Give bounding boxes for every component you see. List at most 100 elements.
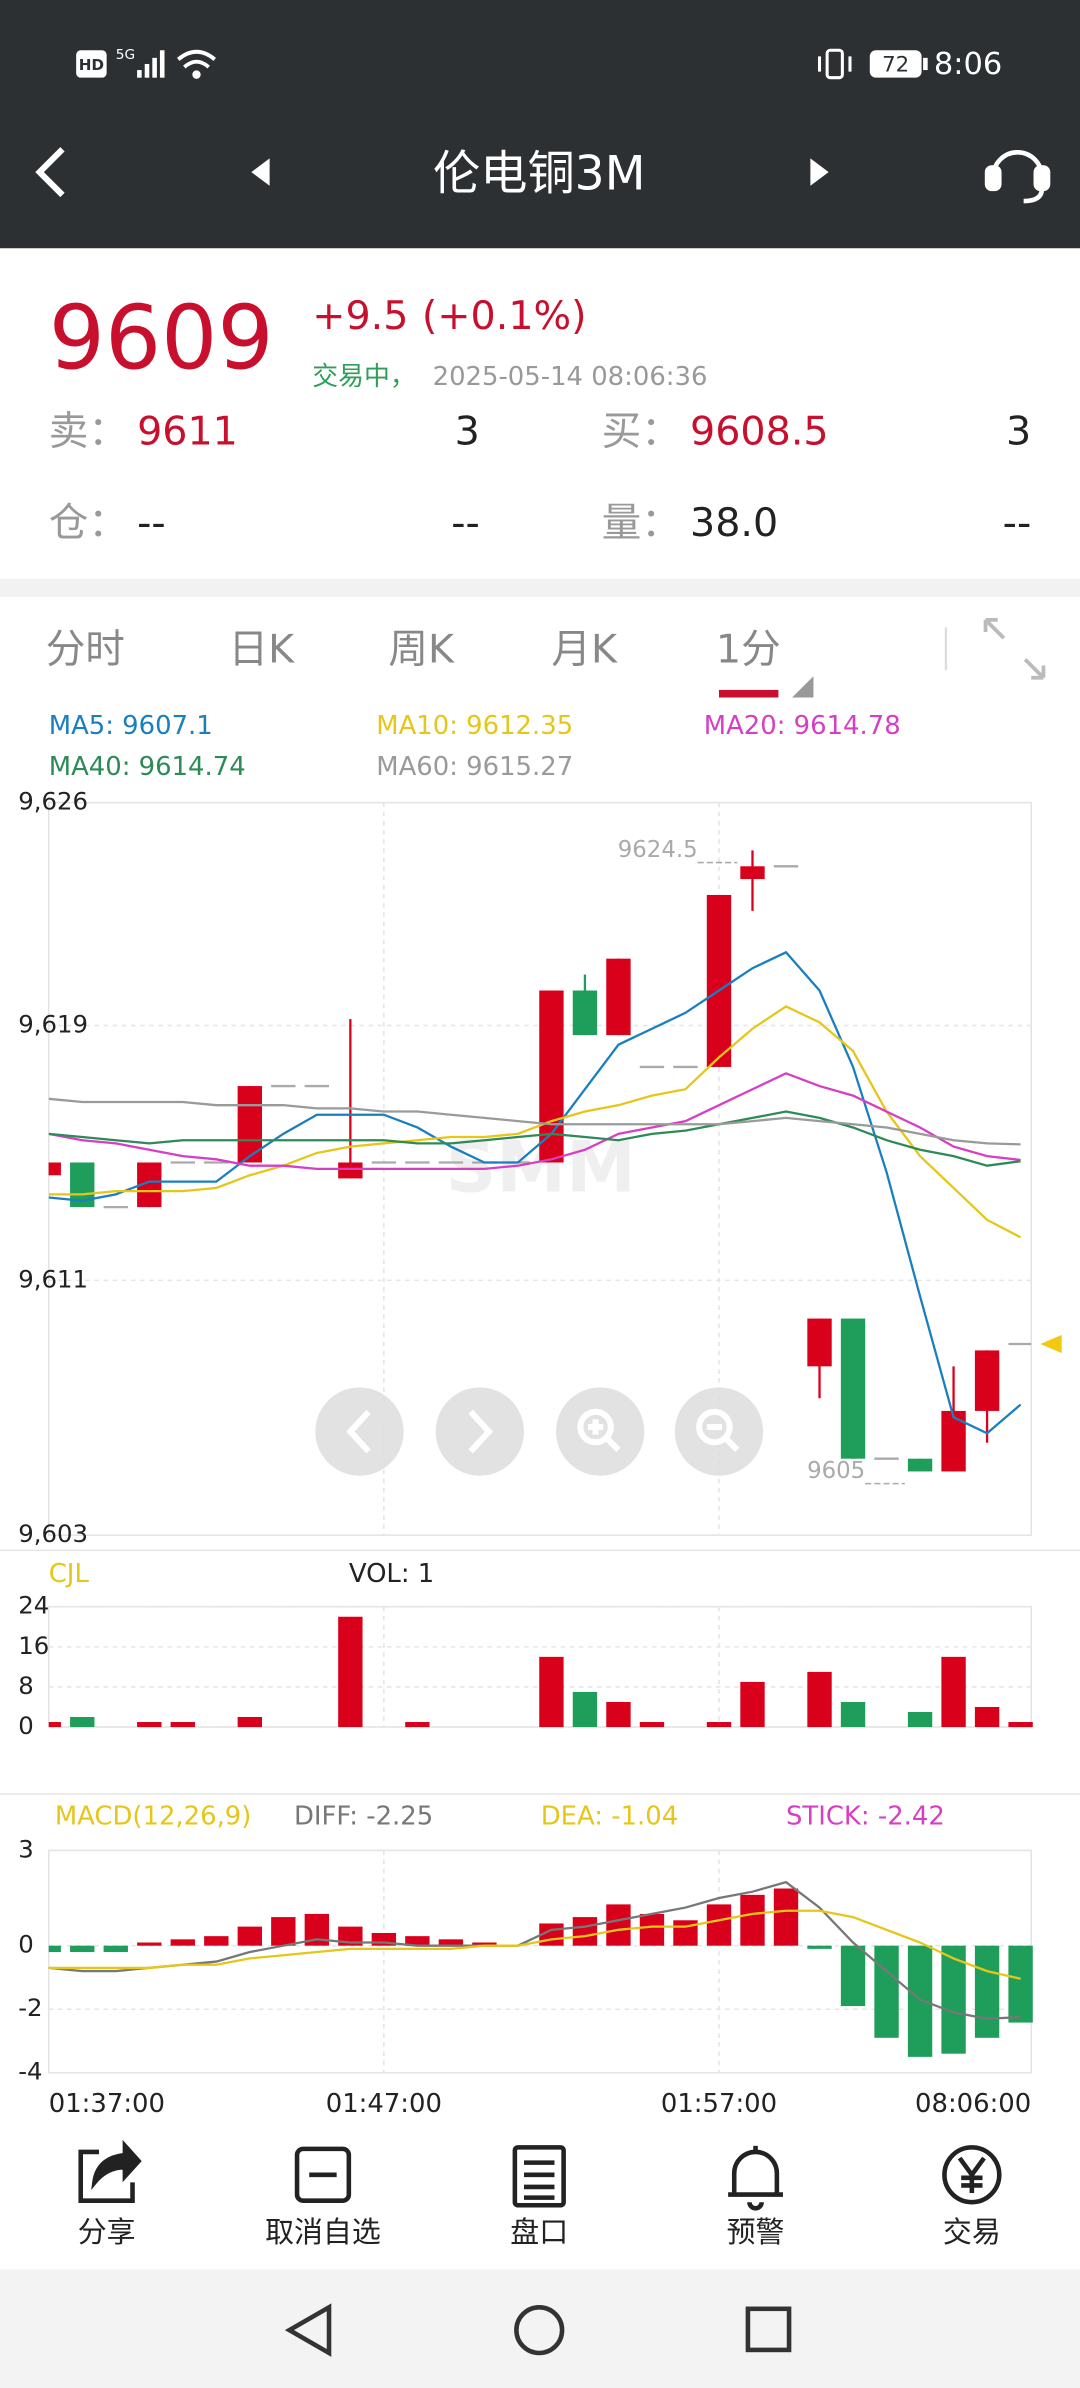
toolbar-label[interactable]: 分享 — [78, 2215, 136, 2249]
sell-qty: 3 — [455, 409, 480, 455]
volume-bar — [338, 1616, 363, 1728]
hd-badge — [76, 50, 107, 78]
candle-body — [807, 1318, 832, 1367]
plot-frame — [47, 801, 1033, 1536]
service-button[interactable] — [984, 150, 1051, 204]
macd-line — [48, 1909, 1021, 1980]
position-value: -- — [137, 500, 166, 546]
current-price-marker — [1040, 1334, 1062, 1354]
candle-body — [974, 1350, 1000, 1411]
volume-bar — [974, 1706, 1000, 1728]
legend-entry: STICK: -2.42 — [786, 1801, 945, 1831]
panel-value: VOL: 1 — [349, 1559, 434, 1589]
back-button[interactable] — [35, 147, 65, 198]
volume-bar — [137, 1722, 162, 1728]
macd-bar — [840, 1945, 866, 2007]
x-tick-label: 01:37:00 — [49, 2089, 165, 2119]
macd-bar — [137, 1942, 162, 1946]
candle-body — [572, 990, 598, 1036]
volume-bar — [606, 1701, 631, 1728]
macd-bar — [1008, 1945, 1033, 2023]
candle-body — [706, 894, 732, 1067]
system-nav — [0, 2269, 1080, 2388]
tab[interactable]: 月K — [551, 626, 618, 672]
y-tick-label: 9,603 — [18, 1519, 88, 1548]
legend-entry: MA10: 9612.35 — [376, 711, 573, 741]
toolbar-label[interactable]: 取消自选 — [265, 2215, 381, 2249]
macd-bar — [237, 1926, 263, 1946]
candle-body — [539, 990, 564, 1163]
y-tick-label: 3 — [18, 1834, 34, 1863]
system-nav-icons[interactable] — [284, 2303, 792, 2357]
toolbar-label[interactable]: 预警 — [727, 2215, 785, 2249]
x-tick-label: 08:06:00 — [915, 2089, 1031, 2119]
macd-bar — [773, 1888, 799, 1946]
ma-line — [48, 1110, 1021, 1167]
fullscreen-button[interactable] — [983, 617, 1046, 680]
macd-bar — [874, 1945, 899, 2038]
tab[interactable]: 日K — [228, 626, 295, 672]
zoom-out-button[interactable] — [674, 1387, 764, 1476]
panel-title: CJL — [49, 1559, 90, 1589]
candles — [48, 850, 1032, 1472]
legend-entry: DIFF: -2.25 — [294, 1801, 433, 1831]
y-tick-label: 0 — [18, 1930, 34, 1959]
macd-bar — [807, 1945, 832, 1949]
clock: 8:06 — [934, 47, 1002, 82]
buy-price: 9608.5 — [690, 409, 829, 455]
y-tick-label: 9,626 — [18, 787, 88, 816]
y-tick-label: 16 — [18, 1631, 49, 1660]
volume-bar — [907, 1711, 933, 1728]
macd-bar — [941, 1945, 966, 2054]
ma-line — [48, 1097, 1021, 1146]
y-tick-label: 8 — [18, 1671, 34, 1700]
zoom-in-button[interactable] — [555, 1387, 645, 1476]
sell-price: 9611 — [137, 409, 238, 455]
candle-body — [606, 958, 631, 1036]
hd-text: HD — [79, 56, 104, 74]
tab-dropdown[interactable] — [792, 676, 814, 698]
tab[interactable]: 周K — [388, 626, 455, 672]
macd-bar — [572, 1917, 598, 1946]
trade-status: 交易中， — [312, 362, 416, 392]
macd-bar — [103, 1945, 128, 1953]
x-tick-label: 01:47:00 — [326, 2089, 442, 2119]
toolbar-icons — [78, 2139, 1002, 2211]
ma-line — [48, 950, 1022, 1435]
section-divider — [0, 578, 1080, 597]
legend-entry: MA60: 9615.27 — [376, 752, 573, 782]
toolbar-label[interactable]: 盘口 — [510, 2215, 568, 2249]
y-tick-label: -2 — [18, 1993, 42, 2022]
volume-bar — [539, 1656, 564, 1728]
macd-bar — [405, 1936, 430, 1946]
candle-body — [338, 1162, 363, 1179]
macd-bar — [271, 1917, 296, 1946]
vibrate-icon — [817, 48, 852, 80]
scroll-right-button[interactable] — [435, 1387, 525, 1476]
top-bar — [0, 0, 1080, 249]
volume-bar — [840, 1701, 866, 1728]
tab-active[interactable]: 1分 — [716, 626, 781, 672]
prev-button[interactable] — [251, 158, 270, 186]
toolbar-label[interactable]: 交易 — [943, 2215, 1001, 2249]
extreme-label: 9605 — [807, 1458, 865, 1484]
sell-label: 卖： — [49, 409, 128, 455]
nav-icons — [346, 1408, 740, 1454]
scroll-left-button[interactable] — [315, 1387, 404, 1476]
candle-body — [48, 1162, 61, 1176]
macd-bar — [974, 1945, 1000, 2038]
wifi-icon — [177, 49, 216, 79]
candle-body — [840, 1318, 866, 1459]
macd-bar — [70, 1945, 95, 1953]
volume-bar — [941, 1656, 966, 1728]
next-button[interactable] — [810, 158, 829, 186]
battery-icon — [869, 50, 922, 78]
signal-icon — [137, 50, 165, 78]
macd-bar — [639, 1913, 665, 1946]
buy-label: 买： — [602, 409, 681, 455]
volume-bar — [405, 1722, 430, 1728]
tab[interactable]: 分时 — [46, 626, 125, 672]
volume-bar — [1008, 1722, 1033, 1728]
